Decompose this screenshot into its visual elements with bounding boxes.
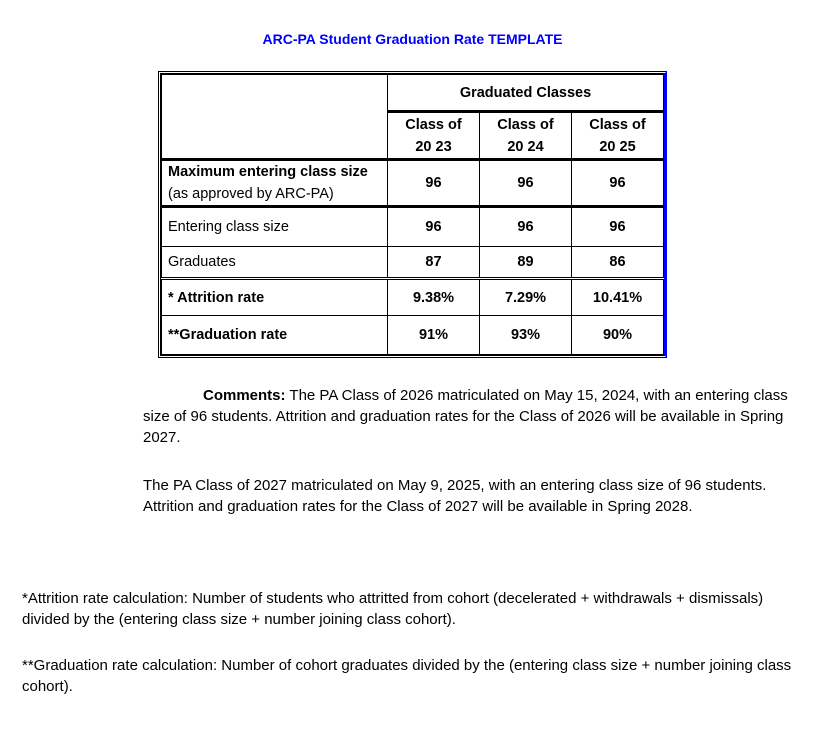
comments-paragraph-2: The PA Class of 2027 matriculated on May… (143, 477, 767, 515)
row-label: Graduates (161, 246, 388, 280)
cell: 96 (387, 159, 480, 208)
table-row: Maximum entering class size (as approved… (161, 159, 664, 208)
graduation-footnote: **Graduation rate calculation: Number of… (22, 657, 792, 695)
group-header: Graduated Classes (387, 74, 664, 113)
cell: 96 (387, 206, 480, 247)
cell: 93% (479, 315, 572, 355)
table-row: **Graduation rate 91% 93% 90% (161, 315, 664, 355)
cell: 9.38% (387, 278, 480, 316)
row-label: Entering class size (161, 206, 388, 247)
cell: 7.29% (479, 278, 572, 316)
cell: 86 (571, 246, 664, 280)
empty-header-cell (161, 74, 388, 161)
cell: 10.41% (571, 278, 664, 316)
attrition-footnote: *Attrition rate calculation: Number of s… (22, 590, 764, 628)
cell: 91% (387, 315, 480, 355)
cell: 89 (479, 246, 572, 280)
table-row: Entering class size 96 96 96 (161, 206, 664, 247)
cell: 96 (571, 159, 664, 208)
column-header: Class of 20 24 (479, 111, 572, 161)
row-label: **Graduation rate (161, 315, 388, 355)
table-row: * Attrition rate 9.38% 7.29% 10.41% (161, 278, 664, 316)
page-title: ARC-PA Student Graduation Rate TEMPLATE (262, 31, 563, 47)
cell: 96 (479, 206, 572, 247)
comments-paragraph: Comments: The PA Class of 2026 matricula… (143, 387, 788, 446)
cell: 87 (387, 246, 480, 280)
row-label: * Attrition rate (161, 278, 388, 316)
graduation-rate-table: Graduated Classes Class of 20 23 Class of… (158, 71, 667, 358)
row-label: Maximum entering class size (as approved… (161, 159, 388, 208)
cell: 96 (571, 206, 664, 247)
table-row: Graduates 87 89 86 (161, 246, 664, 280)
column-header: Class of 20 23 (387, 111, 480, 161)
cell: 96 (479, 159, 572, 208)
cell: 90% (571, 315, 664, 355)
column-header: Class of 20 25 (571, 111, 664, 161)
